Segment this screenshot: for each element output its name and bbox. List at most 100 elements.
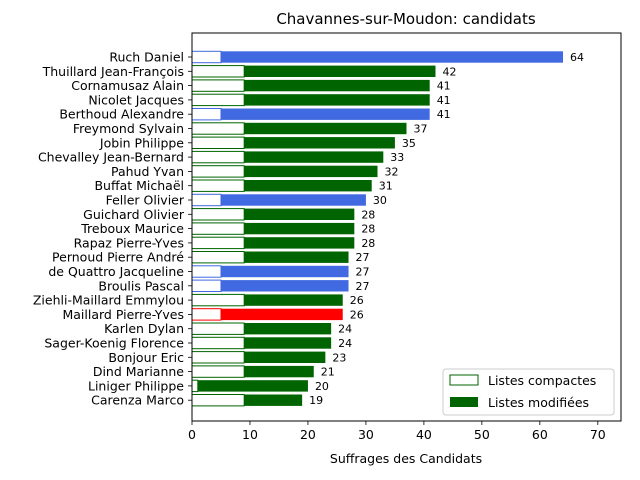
data-label: 27 xyxy=(356,280,370,293)
category-label: Karlen Dylan xyxy=(104,321,184,336)
data-label: 41 xyxy=(437,94,451,107)
x-tick-label: 30 xyxy=(358,427,374,442)
bar-compact-pahud-yvan xyxy=(191,165,245,178)
bar-modified-broulis-pascal xyxy=(192,280,349,292)
data-label: 28 xyxy=(361,223,375,236)
category-label: Chevalley Jean-Bernard xyxy=(38,150,184,165)
bar-compact-feller-olivier xyxy=(191,193,222,207)
bar-compact-carenza-marco xyxy=(191,394,245,407)
category-label: Thuillard Jean-François xyxy=(42,64,184,79)
category-label: Bonjour Eric xyxy=(108,350,184,365)
x-axis-title: Suffrages des Candidats xyxy=(330,451,482,466)
category-label: Sager-Koenig Florence xyxy=(44,336,184,351)
bar-modified-karlen-dylan xyxy=(192,323,332,335)
legend-label-modified: Listes modifiées xyxy=(488,395,589,410)
bar-modified-feller-olivier xyxy=(192,194,366,206)
data-label: 35 xyxy=(402,137,416,150)
bar-compact-guichard-olivier xyxy=(191,208,245,221)
bar-compact-dind-marianne xyxy=(191,365,245,378)
data-label: 41 xyxy=(437,80,451,93)
legend-swatch-modified xyxy=(450,397,478,407)
data-label: 33 xyxy=(390,151,404,164)
category-label: Nicolet Jacques xyxy=(88,92,184,107)
data-label: 64 xyxy=(570,51,584,64)
x-tick-label: 0 xyxy=(188,427,196,442)
bar-modified-de-quattro-jacqueline xyxy=(192,265,349,278)
bar-modified-dind-marianne xyxy=(192,365,314,378)
bar-compact-broulis-pascal xyxy=(191,279,222,293)
x-tick-label: 10 xyxy=(242,427,258,442)
bar-compact-treboux-maurice xyxy=(191,222,245,235)
data-label: 28 xyxy=(361,237,375,250)
data-label: 23 xyxy=(332,351,346,364)
category-label: Ziehli-Maillard Emmylou xyxy=(33,293,184,308)
bar-compact-rapaz-pierre-yves xyxy=(191,236,245,250)
bar-modified-thuillard-jean-francois xyxy=(192,65,436,77)
x-tick-label: 70 xyxy=(590,427,606,442)
chart-title: Chavannes-sur-Moudon: candidats xyxy=(276,10,536,28)
category-label: de Quattro Jacqueline xyxy=(48,264,184,279)
category-label: Rapaz Pierre-Yves xyxy=(74,235,184,250)
data-label: 21 xyxy=(321,366,335,379)
bar-modified-jobin-philippe xyxy=(192,137,395,149)
data-label: 24 xyxy=(338,323,352,336)
bar-compact-berthoud-alexandre xyxy=(191,108,222,121)
bar-compact-thuillard-jean-francois xyxy=(191,65,245,78)
bar-compact-karlen-dylan xyxy=(191,322,245,335)
bar-modified-ziehli-maillard-emmylou xyxy=(192,294,343,306)
legend-box xyxy=(442,368,615,416)
bar-modified-maillard-pierre-yves xyxy=(192,308,343,321)
category-label: Liniger Philippe xyxy=(88,378,184,393)
category-label: Treboux Maurice xyxy=(80,221,184,236)
legend-label-compact: Listes compactes xyxy=(488,373,596,388)
bar-modified-treboux-maurice xyxy=(192,222,355,235)
bar-compact-pernoud-pierre-andre xyxy=(191,251,245,264)
bar-compact-jobin-philippe xyxy=(191,136,245,150)
data-label: 37 xyxy=(414,123,428,136)
category-label: Feller Olivier xyxy=(106,193,185,208)
x-tick-label: 20 xyxy=(300,427,316,442)
legend-swatch-compact xyxy=(449,374,479,386)
category-label: Broulis Pascal xyxy=(98,278,184,293)
bar-compact-cornamusaz-alain xyxy=(191,79,245,92)
data-label: 26 xyxy=(350,308,364,321)
bar-compact-nicolet-jacques xyxy=(191,93,245,107)
bar-modified-berthoud-alexandre xyxy=(192,108,430,120)
bar-modified-liniger-philippe xyxy=(192,380,308,392)
category-label: Buffat Michaël xyxy=(94,178,184,193)
bar-modified-buffat-michael xyxy=(192,180,372,192)
category-label: Jobin Philippe xyxy=(99,135,184,150)
bar-modified-nicolet-jacques xyxy=(192,94,430,106)
data-label: 31 xyxy=(379,180,393,193)
category-label: Guichard Olivier xyxy=(83,207,185,222)
category-label: Carenza Marco xyxy=(91,393,184,408)
category-label: Pernoud Pierre André xyxy=(52,250,184,265)
data-label: 27 xyxy=(356,266,370,279)
bar-modified-carenza-marco xyxy=(192,394,303,406)
data-label: 30 xyxy=(373,194,387,207)
data-label: 24 xyxy=(338,337,352,350)
category-label: Ruch Daniel xyxy=(109,50,184,65)
bar-compact-ziehli-maillard-emmylou xyxy=(191,293,245,307)
plot-frame xyxy=(191,32,622,422)
bar-modified-chevalley-jean-bernard xyxy=(192,151,384,163)
data-label: 19 xyxy=(309,394,323,407)
bar-modified-freymond-sylvain xyxy=(192,122,407,135)
bar-modified-pahud-yvan xyxy=(192,165,378,178)
data-label: 28 xyxy=(361,208,375,221)
category-label: Dind Marianne xyxy=(93,364,184,379)
data-label: 32 xyxy=(385,165,399,178)
bar-compact-ruch-daniel xyxy=(191,50,222,64)
bar-compact-maillard-pierre-yves xyxy=(191,308,222,321)
bar-modified-pernoud-pierre-andre xyxy=(192,251,349,263)
bar-modified-bonjour-eric xyxy=(192,351,326,363)
data-label: 41 xyxy=(437,108,451,121)
x-tick-label: 60 xyxy=(532,427,548,442)
bar-compact-freymond-sylvain xyxy=(191,122,245,135)
bar-modified-sager-koenig-florence xyxy=(192,337,332,349)
data-label: 26 xyxy=(350,294,364,307)
bar-modified-rapaz-pierre-yves xyxy=(192,237,355,249)
bar-compact-de-quattro-jacqueline xyxy=(191,265,222,278)
bar-modified-ruch-daniel xyxy=(192,51,564,63)
